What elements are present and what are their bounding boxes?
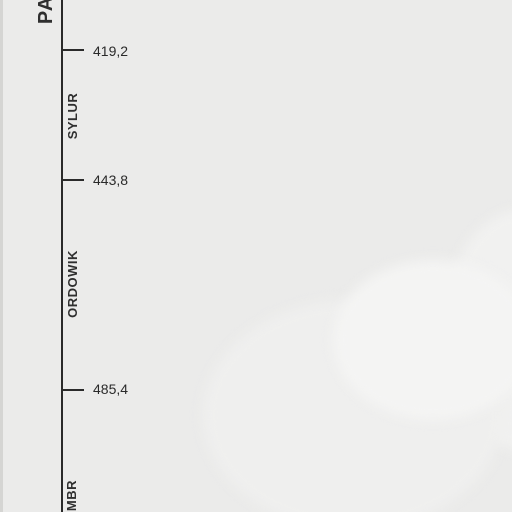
boundary-tick (62, 389, 84, 391)
timeline-panel (3, 0, 512, 512)
period-label-ordowik: ORDOWIK (65, 250, 80, 318)
boundary-tick (62, 49, 84, 51)
period-label-sylur: SYLUR (65, 92, 80, 140)
background-shape (333, 260, 512, 420)
left-edge-strip (0, 0, 3, 512)
boundary-label: 419,2 (93, 43, 129, 59)
boundary-label: 485,4 (93, 381, 129, 397)
boundary-tick (62, 179, 84, 181)
period-label-bottom: MBR (64, 480, 79, 512)
period-label-top: PA (35, 0, 57, 25)
boundary-label: 443,8 (93, 172, 129, 188)
timeline-axis (61, 0, 63, 512)
